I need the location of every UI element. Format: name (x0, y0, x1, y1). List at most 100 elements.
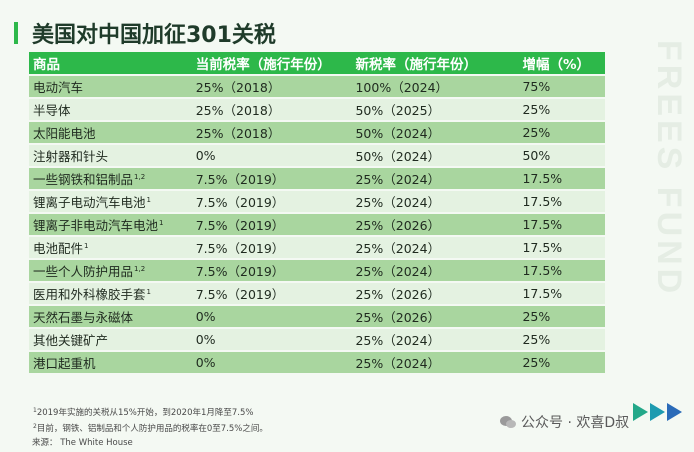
footnotes: 12019年实施的关税从15%开始，到2020年1月降至7.5% 2目前，钢铁、… (32, 404, 268, 450)
table-row: 锂离子非电动汽车电池1 7.5%（2019） 25%（2026） 17.5% (29, 214, 605, 235)
footnote-1-marker: 1 (33, 407, 37, 414)
cell-increase-text: 17.5% (522, 240, 563, 255)
cell-item: 电动汽车 (29, 76, 192, 97)
cell-new-rate: 50%（2024） (351, 145, 519, 166)
cell-increase: 17.5% (518, 237, 605, 258)
cell-item-text: 一些个人防护用品 (33, 264, 134, 279)
cell-item-text: 锂离子电动汽车电池 (33, 195, 146, 210)
cell-current-rate-text: 7.5%（2019） (195, 172, 285, 187)
cell-increase-text: 25% (522, 355, 551, 370)
page-title: 美国对中国加征301关税 (32, 23, 276, 48)
cell-current-rate-text: 25%（2018） (195, 80, 281, 95)
cell-new-rate: 25%（2024） (351, 329, 519, 350)
cell-increase: 17.5% (518, 168, 605, 189)
cell-current-rate-text: 7.5%（2019） (195, 241, 285, 256)
title-accent-bar (14, 22, 18, 44)
cell-item: 太阳能电池 (29, 122, 192, 143)
cell-current-rate-text: 7.5%（2019） (195, 195, 285, 210)
cell-increase-text: 25% (522, 332, 551, 347)
cell-increase-text: 17.5% (522, 263, 563, 278)
cell-increase-text: 17.5% (522, 194, 563, 209)
cell-new-rate: 25%（2026） (351, 283, 519, 304)
cell-item-text: 电动汽车 (33, 80, 84, 95)
cell-current-rate: 0% (191, 145, 352, 166)
cell-item: 注射器和针头 (29, 145, 192, 166)
cell-new-rate-text: 25%（2024） (355, 356, 441, 371)
cell-item: 锂离子非电动汽车电池1 (29, 214, 192, 235)
cell-item-text: 港口起重机 (33, 356, 96, 371)
cell-new-rate-text: 50%（2024） (355, 126, 441, 141)
cell-current-rate-text: 7.5%（2019） (195, 264, 285, 279)
cell-current-rate-text: 0% (195, 148, 216, 163)
cell-current-rate: 0% (191, 306, 352, 327)
arrow-icon-2 (650, 403, 665, 421)
cell-increase: 17.5% (518, 191, 605, 212)
cell-item: 其他关键矿产 (29, 329, 192, 350)
cell-increase-text: 17.5% (522, 286, 563, 301)
table-row: 一些钢铁和铝制品1,2 7.5%（2019） 25%（2024） 17.5% (29, 168, 605, 189)
cell-item-text: 电池配件 (33, 241, 84, 256)
table-row: 港口起重机 0% 25%（2024） 25% (29, 352, 605, 373)
cell-new-rate-text: 25%（2024） (355, 241, 441, 256)
cell-current-rate: 7.5%（2019） (191, 191, 352, 212)
footnote-marker: 1 (146, 288, 151, 296)
cell-increase: 25% (518, 99, 605, 120)
cell-new-rate-text: 50%（2024） (355, 149, 441, 164)
cell-increase-text: 50% (522, 148, 551, 163)
cell-increase-text: 25% (522, 102, 551, 117)
cell-item-text: 一些钢铁和铝制品 (33, 172, 134, 187)
table-row: 一些个人防护用品1,2 7.5%（2019） 25%（2024） 17.5% (29, 260, 605, 281)
cell-new-rate-text: 25%（2024） (355, 195, 441, 210)
wechat-account: 公众号 · 欢喜D叔 (500, 412, 629, 432)
cell-current-rate-text: 25%（2018） (195, 103, 281, 118)
cell-current-rate: 25%（2018） (191, 76, 352, 97)
cell-item-text: 天然石墨与永磁体 (33, 310, 134, 325)
watermark: FREES FUND (650, 40, 688, 298)
cell-new-rate-text: 25%（2024） (355, 264, 441, 279)
header-current-rate: 当前税率（施行年份） (191, 52, 352, 74)
cell-increase: 75% (518, 76, 605, 97)
cell-current-rate-text: 7.5%（2019） (195, 287, 285, 302)
cell-current-rate-text: 0% (195, 309, 216, 324)
footnote-2-text: 目前，钢铁、铝制品和个人防护用品的税率在0至7.5%之间。 (36, 424, 268, 434)
table-row: 电池配件1 7.5%（2019） 25%（2024） 17.5% (29, 237, 605, 258)
table-row: 医用和外科橡胶手套1 7.5%（2019） 25%（2026） 17.5% (29, 283, 605, 304)
cell-item-text: 太阳能电池 (33, 126, 96, 141)
table-row: 其他关键矿产 0% 25%（2024） 25% (29, 329, 605, 350)
table-row: 半导体 25%（2018） 50%（2025） 25% (29, 99, 605, 120)
table-row: 天然石墨与永磁体 0% 25%（2026） 25% (29, 306, 605, 327)
cell-increase: 17.5% (518, 260, 605, 281)
cell-new-rate-text: 50%（2025） (355, 103, 441, 118)
cell-new-rate: 50%（2025） (351, 99, 519, 120)
cell-increase: 25% (518, 122, 605, 143)
table-row: 锂离子电动汽车电池1 7.5%（2019） 25%（2024） 17.5% (29, 191, 605, 212)
cell-new-rate-text: 25%（2024） (355, 333, 441, 348)
brand-arrows-icon (633, 403, 682, 421)
cell-current-rate: 0% (191, 329, 352, 350)
table-row: 注射器和针头 0% 50%（2024） 50% (29, 145, 605, 166)
cell-new-rate: 25%（2024） (351, 237, 519, 258)
cell-item: 天然石墨与永磁体 (29, 306, 192, 327)
cell-increase-text: 17.5% (522, 171, 563, 186)
footnote-1-text: 2019年实施的关税从15%开始，到2020年1月降至7.5% (36, 408, 254, 418)
cell-item: 锂离子电动汽车电池1 (29, 191, 192, 212)
cell-increase: 17.5% (518, 214, 605, 235)
cell-increase-text: 75% (522, 79, 551, 94)
cell-new-rate: 50%（2024） (351, 122, 519, 143)
cell-current-rate: 25%（2018） (191, 122, 352, 143)
cell-new-rate: 25%（2024） (351, 191, 519, 212)
footnote-marker: 1 (159, 219, 164, 227)
cell-new-rate-text: 25%（2026） (355, 310, 441, 325)
cell-item: 一些个人防护用品1,2 (29, 260, 192, 281)
cell-item-text: 半导体 (33, 103, 71, 118)
wechat-label: 公众号 · 欢喜D叔 (521, 415, 630, 431)
header-new-rate: 新税率（施行年份） (351, 52, 519, 74)
cell-item: 港口起重机 (29, 352, 192, 373)
tariff-table: 商品 当前税率（施行年份） 新税率（施行年份） 增幅（%） 电动汽车 25%（20… (29, 50, 605, 375)
arrow-icon-3 (667, 403, 682, 421)
table-row: 电动汽车 25%（2018） 100%（2024） 75% (29, 76, 605, 97)
wechat-icon (500, 415, 516, 429)
cell-item-text: 注射器和针头 (33, 149, 109, 164)
cell-new-rate-text: 25%（2026） (355, 218, 441, 233)
table-header-row: 商品 当前税率（施行年份） 新税率（施行年份） 增幅（%） (29, 52, 605, 74)
